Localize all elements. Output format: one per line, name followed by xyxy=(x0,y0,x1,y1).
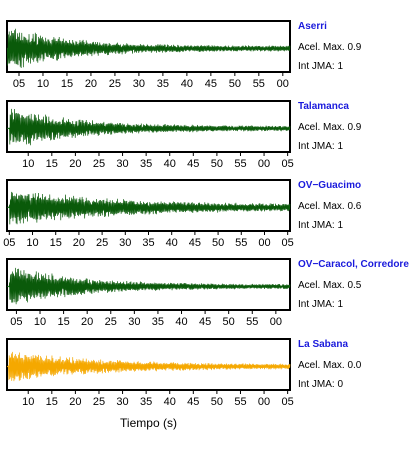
x-tick-label: 00 xyxy=(258,158,270,170)
station-name: La Sabana xyxy=(298,339,349,350)
x-tick-label: 35 xyxy=(157,78,169,90)
x-tick-label: 15 xyxy=(61,78,73,90)
x-tick-label: 45 xyxy=(189,237,201,249)
x-tick-label: 45 xyxy=(205,78,217,90)
x-tick-label: 40 xyxy=(164,158,176,170)
x-tick-label: 55 xyxy=(234,158,246,170)
jma-intensity-label: Int JMA: 1 xyxy=(298,299,344,310)
x-tick-label: 20 xyxy=(85,78,97,90)
x-tick-label: 15 xyxy=(50,237,62,249)
x-tick-label: 00 xyxy=(258,237,270,249)
waveform-trace xyxy=(6,28,291,69)
x-tick-label: 05 xyxy=(10,316,22,328)
x-tick-label: 00 xyxy=(258,396,270,408)
x-tick-label: 20 xyxy=(73,237,85,249)
waveform-trace xyxy=(6,108,291,146)
panel-1: 10 15 20 25 30 35 40 45 50 55 00 05 xyxy=(6,100,294,170)
x-tick-label: 20 xyxy=(69,396,81,408)
x-tick-label: 35 xyxy=(142,237,154,249)
x-tick-label: 35 xyxy=(152,316,164,328)
x-tick-label: 05 xyxy=(282,237,294,249)
x-tick-label: 40 xyxy=(175,316,187,328)
x-tick-label: 15 xyxy=(46,396,58,408)
x-tick-label: 25 xyxy=(109,78,121,90)
x-tick-label: 50 xyxy=(223,316,235,328)
waveform-trace xyxy=(6,191,291,225)
x-tick-label: 50 xyxy=(211,396,223,408)
max-acceleration-label: Acel. Max. 0.6 xyxy=(298,201,362,212)
panel-0: 05 10 15 20 25 30 35 40 45 50 55 00 xyxy=(6,20,291,90)
x-tick-label: 50 xyxy=(212,237,224,249)
x-tick-label: 50 xyxy=(211,158,223,170)
x-tick-label: 10 xyxy=(34,316,46,328)
x-tick-label: 10 xyxy=(22,158,34,170)
x-tick-label: 10 xyxy=(22,396,34,408)
x-tick-label: 30 xyxy=(116,396,128,408)
x-tick-label: 25 xyxy=(96,237,108,249)
max-acceleration-label: Acel. Max. 0.0 xyxy=(298,360,362,371)
x-tick-label: 45 xyxy=(187,158,199,170)
x-tick-label: 55 xyxy=(235,237,247,249)
jma-intensity-label: Int JMA: 1 xyxy=(298,61,344,72)
x-tick-label: 35 xyxy=(140,396,152,408)
x-tick-label: 45 xyxy=(187,396,199,408)
x-tick-label: 25 xyxy=(105,316,117,328)
x-tick-label: 30 xyxy=(119,237,131,249)
x-tick-label: 40 xyxy=(166,237,178,249)
panel-4: 10 15 20 25 30 35 40 45 50 55 00 05 xyxy=(6,338,294,408)
x-tick-label: 15 xyxy=(46,158,58,170)
x-tick-label: 55 xyxy=(246,316,258,328)
x-tick-label: 35 xyxy=(140,158,152,170)
station-name: OV−Guacimo xyxy=(298,180,362,191)
x-tick-label: 05 xyxy=(13,78,25,90)
x-tick-label: 15 xyxy=(57,316,69,328)
x-tick-label: 50 xyxy=(229,78,241,90)
station-name: Aserri xyxy=(298,21,327,32)
x-tick-label: 00 xyxy=(277,78,289,90)
x-tick-label: 55 xyxy=(234,396,246,408)
x-tick-label: 05 xyxy=(282,396,294,408)
x-tick-label: 30 xyxy=(128,316,140,328)
x-tick-label: 25 xyxy=(93,158,105,170)
x-tick-label: 25 xyxy=(93,396,105,408)
x-tick-label: 20 xyxy=(81,316,93,328)
station-info-2: OV−Guacimo Acel. Max. 0.6 Int JMA: 1 xyxy=(298,180,410,231)
x-tick-label: 00 xyxy=(270,316,282,328)
station-info-0: Aserri Acel. Max. 0.9 Int JMA: 1 xyxy=(298,21,410,72)
waveform-trace xyxy=(6,267,291,305)
jma-intensity-label: Int JMA: 1 xyxy=(298,220,344,231)
panel-3: 05 10 15 20 25 30 35 40 45 50 55 00 xyxy=(6,258,291,328)
x-axis-label: Tiempo (s) xyxy=(120,416,177,430)
x-tick-label: 40 xyxy=(164,396,176,408)
jma-intensity-label: Int JMA: 0 xyxy=(298,379,344,390)
x-tick-label: 10 xyxy=(26,237,38,249)
max-acceleration-label: Acel. Max. 0.9 xyxy=(298,122,362,133)
x-tick-label: 05 xyxy=(3,237,15,249)
x-tick-label: 20 xyxy=(69,158,81,170)
station-info-4: La Sabana Acel. Max. 0.0 Int JMA: 0 xyxy=(298,339,410,390)
x-tick-label: 55 xyxy=(253,78,265,90)
jma-intensity-label: Int JMA: 1 xyxy=(298,141,344,152)
x-tick-label: 45 xyxy=(199,316,211,328)
waveform-trace xyxy=(6,351,291,382)
max-acceleration-label: Acel. Max. 0.9 xyxy=(298,42,362,53)
max-acceleration-label: Acel. Max. 0.5 xyxy=(298,280,362,291)
panel-2: 05 10 15 20 25 30 35 40 45 50 55 00 05 xyxy=(3,179,294,249)
x-tick-label: 05 xyxy=(282,158,294,170)
x-tick-label: 30 xyxy=(116,158,128,170)
x-tick-label: 30 xyxy=(133,78,145,90)
station-info-1: Talamanca Acel. Max. 0.9 Int JMA: 1 xyxy=(298,101,410,152)
x-tick-label: 40 xyxy=(181,78,193,90)
x-tick-label: 10 xyxy=(37,78,49,90)
station-name: OV−Caracol, Corredore xyxy=(298,259,409,270)
station-name: Talamanca xyxy=(298,101,349,112)
station-info-3: OV−Caracol, Corredore Acel. Max. 0.5 Int J… xyxy=(298,259,410,310)
